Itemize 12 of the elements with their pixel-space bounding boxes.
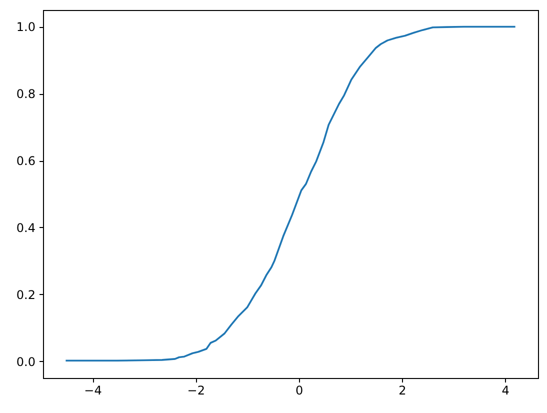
y-tick-label: 0.8 <box>16 87 36 102</box>
x-tick-label: 2 <box>398 384 406 398</box>
y-tick-label: 0.2 <box>16 288 36 302</box>
x-tick-label: 0 <box>295 384 304 398</box>
y-tick-label: 0.4 <box>16 220 36 235</box>
x-tick-label: −2 <box>187 384 205 398</box>
x-tick-label: 4 <box>502 384 510 398</box>
x-tick-label: −4 <box>84 384 102 398</box>
y-tick-label: 1.0 <box>16 20 36 34</box>
line-series <box>64 26 516 362</box>
y-tick-label: 0.6 <box>16 154 36 168</box>
y-tick-label: 0.0 <box>16 354 36 369</box>
